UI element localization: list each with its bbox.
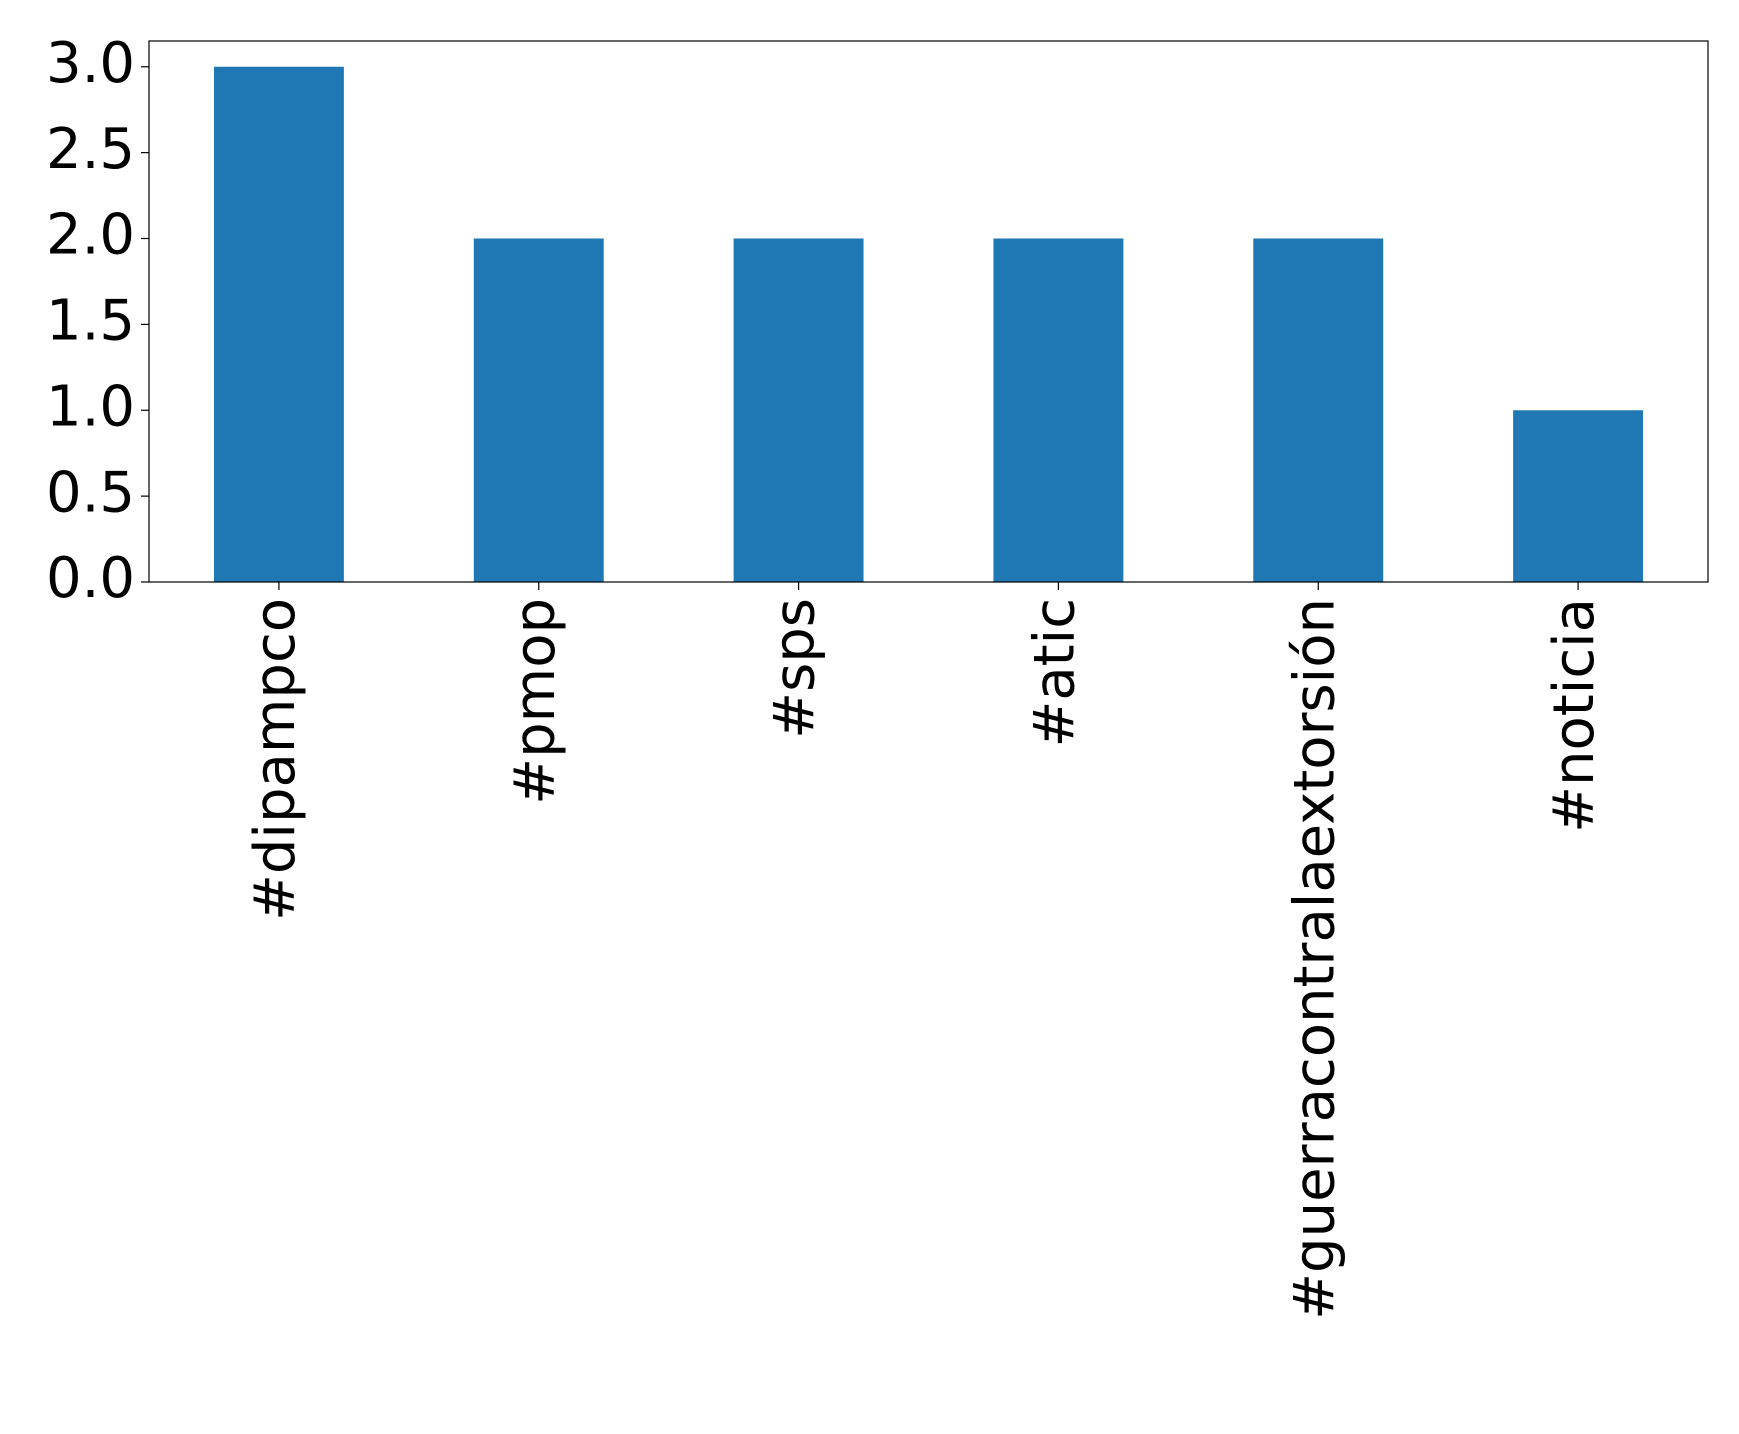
x-tick-label: #dipampco	[243, 598, 308, 921]
y-tick-label: 2.0	[46, 203, 135, 268]
bar	[213, 66, 344, 582]
bar	[1253, 238, 1384, 582]
bar	[473, 238, 604, 582]
y-tick-label: 2.5	[46, 117, 135, 182]
y-tick-label: 1.5	[46, 289, 135, 354]
y-tick-label: 0.5	[46, 460, 135, 525]
bar	[1513, 410, 1644, 582]
bar	[993, 238, 1124, 582]
y-tick-label: 3.0	[46, 31, 135, 96]
plot-frame	[148, 40, 1709, 583]
x-tick-label: #pmop	[503, 598, 568, 805]
x-tick-label: #sps	[763, 598, 828, 739]
x-tick-label: #atic	[1023, 598, 1088, 748]
bar	[733, 238, 864, 582]
y-tick-label: 1.0	[46, 374, 135, 439]
y-tick-label: 0.0	[46, 546, 135, 611]
x-tick-label: #noticia	[1542, 598, 1607, 833]
x-tick-label: #guerracontralaextorsión	[1282, 598, 1347, 1320]
